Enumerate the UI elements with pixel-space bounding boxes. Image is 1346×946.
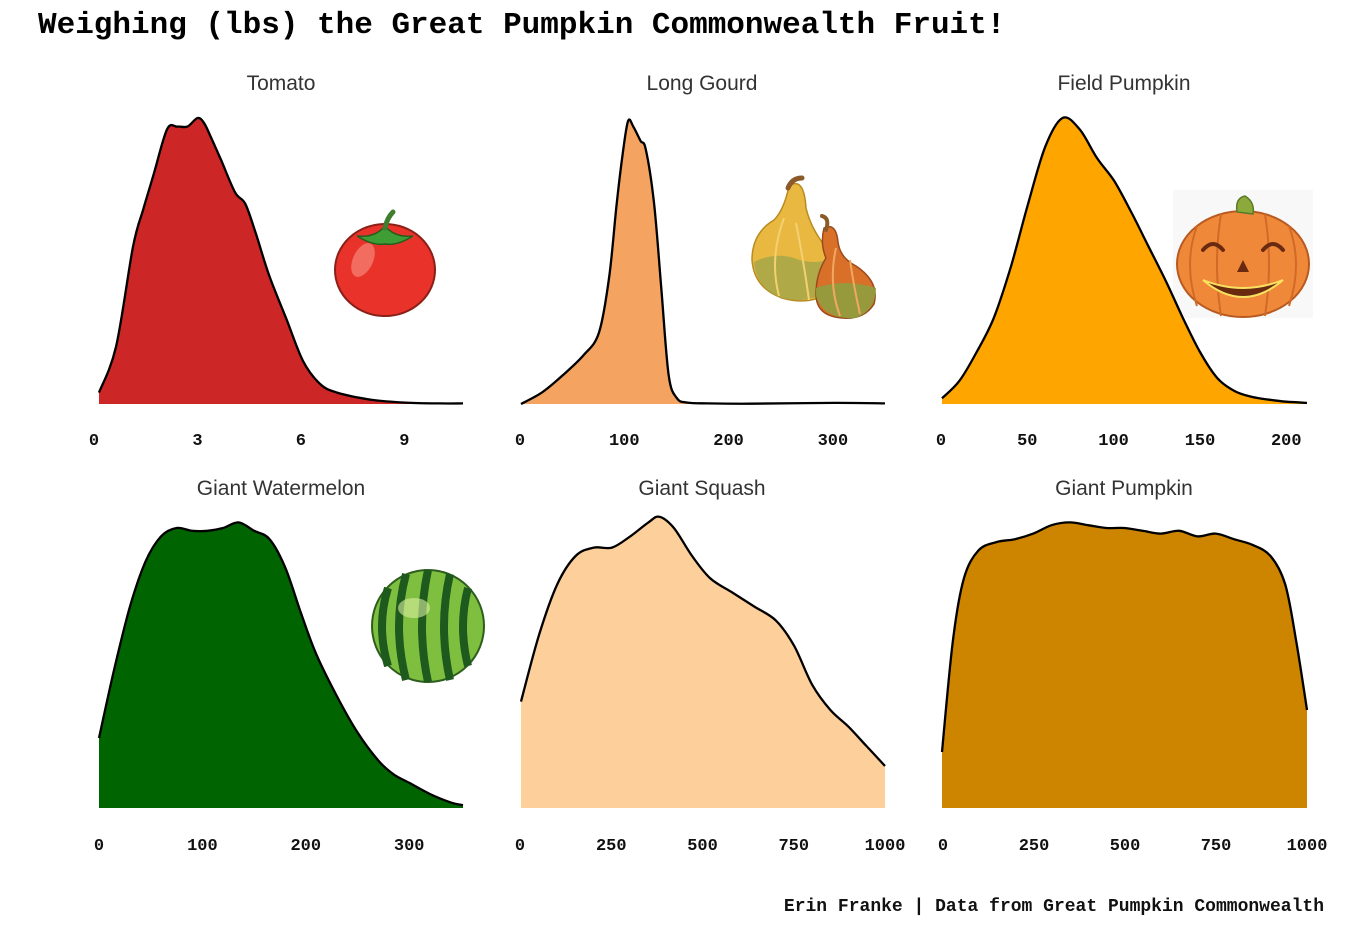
chart-caption: Erin Franke | Data from Great Pumpkin Co… [783, 897, 1324, 917]
x-tick-label: 0 [515, 837, 525, 856]
x-tick-label: 750 [778, 837, 809, 856]
facet-title: Giant Squash [638, 477, 765, 500]
x-tick-label: 300 [818, 432, 849, 451]
x-tick-label: 50 [1017, 432, 1037, 451]
facet-long-gourd: Long Gourd 0 100 200 300 [515, 72, 886, 451]
x-tick-label: 1000 [865, 837, 906, 856]
facet-title: Tomato [247, 72, 316, 95]
facet-field-pumpkin: Field Pumpkin 0 50 100 150 200 [936, 72, 1313, 451]
x-tick-label: 750 [1201, 837, 1232, 856]
density-area [99, 117, 463, 404]
density-area [521, 119, 885, 404]
x-tick-label: 250 [1019, 837, 1050, 856]
x-tick-label: 0 [89, 432, 99, 451]
x-tick-label: 0 [94, 837, 104, 856]
x-tick-label: 100 [1098, 432, 1129, 451]
facet-giant-squash: Giant Squash 0 250 500 750 1000 [515, 477, 906, 856]
x-tick-label: 3 [192, 432, 202, 451]
x-tick-label: 300 [394, 837, 425, 856]
tomato-icon [334, 209, 436, 317]
jack-o-lantern-icon [1173, 190, 1313, 318]
density-line [519, 515, 886, 767]
x-tick-label: 250 [596, 837, 627, 856]
density-area [521, 516, 885, 808]
density-line [520, 118, 886, 406]
x-tick-label: 9 [399, 432, 409, 451]
facet-title: Long Gourd [647, 72, 758, 95]
x-tick-label: 0 [936, 432, 946, 451]
density-line [97, 521, 464, 807]
density-line [97, 116, 464, 405]
density-line [940, 521, 1309, 753]
density-area [942, 522, 1307, 808]
x-tick-label: 100 [609, 432, 640, 451]
density-line [941, 116, 1308, 405]
x-tick-label: 500 [687, 837, 718, 856]
x-tick-label: 200 [290, 837, 321, 856]
facet-title: Giant Pumpkin [1055, 477, 1193, 500]
x-tick-label: 0 [515, 432, 525, 451]
x-tick-label: 200 [713, 432, 744, 451]
x-tick-label: 1000 [1287, 837, 1328, 856]
x-tick-label: 150 [1185, 432, 1216, 451]
facet-tomato: Tomato 0 3 6 9 [89, 72, 464, 451]
x-tick-label: 100 [187, 837, 218, 856]
facet-title: Giant Watermelon [197, 477, 365, 500]
density-area [99, 522, 463, 808]
chart-title: Weighing (lbs) the Great Pumpkin Commonw… [38, 8, 1006, 43]
x-tick-label: 500 [1110, 837, 1141, 856]
gourd-icon [751, 175, 876, 319]
watermelon-icon [371, 569, 485, 683]
x-tick-label: 6 [296, 432, 306, 451]
facet-title: Field Pumpkin [1057, 72, 1190, 95]
facet-giant-pumpkin: Giant Pumpkin 0 250 500 750 1000 [938, 477, 1328, 856]
x-tick-label: 0 [938, 837, 948, 856]
x-tick-label: 200 [1271, 432, 1302, 451]
facet-giant-watermelon: Giant Watermelon 0 100 200 300 [94, 477, 485, 856]
